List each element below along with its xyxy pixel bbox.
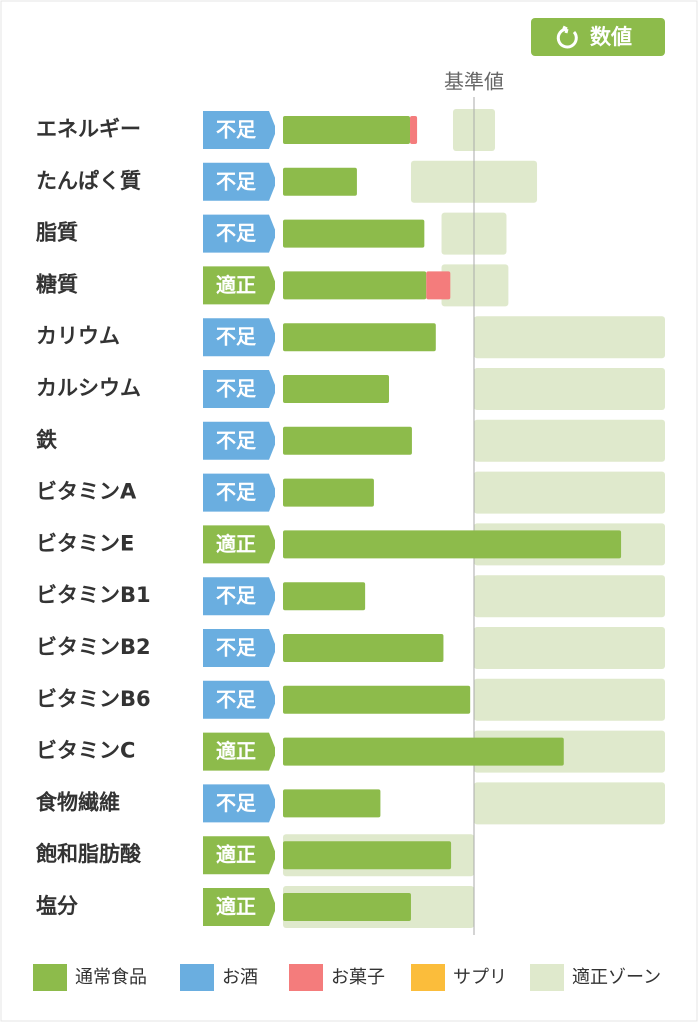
status-label: 不足: [216, 480, 257, 504]
category-label: 鉄: [36, 428, 57, 452]
status-label: 適正: [216, 532, 256, 556]
status-badge: [203, 421, 275, 460]
bar-segment: [283, 323, 436, 352]
bar-segment: [283, 478, 374, 507]
legend-swatch: [289, 964, 323, 991]
bar-segment: [426, 271, 451, 300]
legend-label: お酒: [222, 967, 258, 988]
category-label: ビタミンA: [36, 480, 137, 504]
status-label: 適正: [216, 273, 256, 297]
bar-segment: [283, 116, 411, 144]
toggle-button[interactable]: 数値: [531, 18, 665, 56]
category-label: ビタミンC: [36, 739, 135, 763]
category-label: 脂質: [36, 221, 78, 245]
status-label: 不足: [216, 325, 257, 349]
zone: [474, 316, 665, 359]
status-badge: [203, 370, 275, 408]
bar-segment: [283, 789, 381, 818]
category-label: カリウム: [36, 324, 120, 348]
category-label: ビタミンB6: [36, 687, 151, 711]
status-badge: [203, 577, 275, 616]
bar-segment: [283, 841, 452, 870]
zone: [474, 575, 665, 618]
bar-segment: [283, 271, 427, 300]
zone: [474, 782, 665, 825]
zone: [474, 419, 665, 462]
status-badge: [203, 162, 275, 201]
zone: [474, 627, 665, 669]
category-label: ビタミンB1: [36, 583, 151, 607]
status-label: 不足: [216, 169, 257, 193]
zone: [474, 678, 665, 721]
legend-label: お菓子: [331, 967, 385, 988]
status-label: 不足: [216, 584, 257, 608]
zone: [441, 264, 509, 307]
bar-segment: [283, 893, 411, 921]
category-label: ビタミンB2: [36, 635, 151, 659]
legend-label: サプリ: [453, 967, 507, 988]
legend-swatch: [411, 964, 445, 991]
status-badge: [203, 473, 275, 512]
status-badge: [203, 266, 275, 305]
bar-segment: [410, 116, 418, 144]
status-badge: [203, 784, 275, 823]
status-badge: [203, 525, 275, 564]
legend-label: 通常食品: [75, 967, 147, 988]
status-label: 不足: [216, 428, 257, 452]
status-label: 不足: [216, 221, 257, 245]
status-badge: [203, 318, 275, 357]
bar-segment: [283, 634, 444, 662]
category-label: ビタミンE: [36, 531, 134, 555]
status-badge: [203, 732, 275, 771]
refresh-icon[interactable]: [556, 25, 578, 49]
category-label: 塩分: [36, 894, 78, 918]
status-label: 適正: [216, 895, 256, 919]
zone: [474, 368, 665, 410]
status-badge: [203, 111, 275, 149]
legend-swatch: [180, 964, 214, 991]
legend-swatch: [530, 964, 564, 991]
status-badge: [203, 680, 275, 719]
status-label: 適正: [216, 843, 256, 867]
bar-segment: [283, 219, 425, 248]
bar-segment: [283, 375, 390, 403]
bar-segment: [283, 737, 564, 766]
status-badge: [203, 836, 275, 875]
status-badge: [203, 629, 275, 667]
bars: [283, 116, 622, 921]
status-label: 不足: [216, 687, 257, 711]
category-label: 飽和脂肪酸: [35, 842, 142, 866]
status-label: 不足: [216, 636, 257, 660]
status-badge: [203, 214, 275, 253]
bar-segment: [283, 685, 471, 714]
zone: [474, 471, 665, 514]
status-label: 不足: [216, 791, 257, 815]
bar-segment: [283, 530, 622, 559]
bar-segment: [283, 426, 412, 455]
button-label[interactable]: 数値: [590, 25, 632, 49]
reference-label: 基準値: [444, 70, 504, 94]
category-label: 食物繊維: [36, 790, 120, 814]
status-label: 不足: [216, 377, 257, 401]
category-label: 糖質: [36, 272, 78, 296]
category-label: たんぱく質: [36, 169, 141, 193]
status-badge: [203, 888, 275, 926]
bar-segment: [283, 167, 357, 196]
bar-segment: [283, 582, 366, 611]
legend-label: 適正ゾーン: [572, 967, 661, 988]
category-label: エネルギー: [36, 117, 141, 141]
status-label: 適正: [216, 739, 256, 763]
category-label: カルシウム: [36, 376, 141, 400]
legend-swatch: [33, 964, 67, 991]
status-label: 不足: [216, 118, 257, 142]
